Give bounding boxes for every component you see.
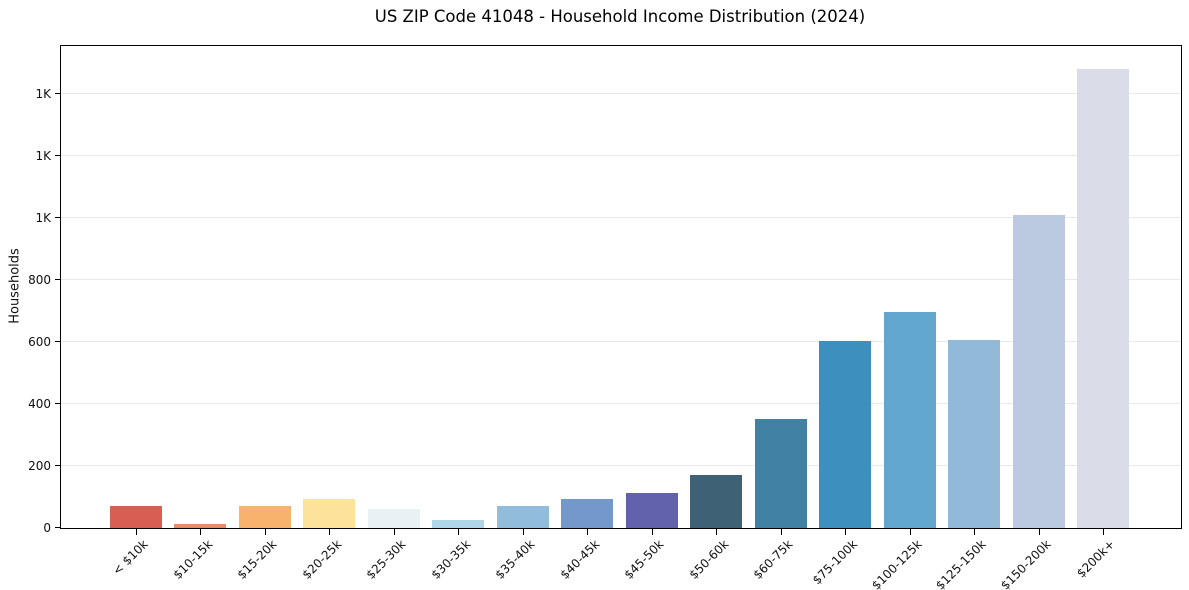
x-tick-mark bbox=[716, 529, 718, 535]
x-tick-mark bbox=[974, 529, 976, 535]
gridline bbox=[61, 340, 1181, 342]
y-tick-mark bbox=[55, 402, 60, 404]
x-tick-mark bbox=[651, 529, 653, 535]
x-tick-mark bbox=[393, 529, 395, 535]
bar bbox=[238, 506, 291, 528]
y-tick-mark bbox=[55, 340, 60, 342]
x-tick-label-text: $10-15k bbox=[170, 537, 216, 582]
x-tick-label-text: $30-35k bbox=[428, 537, 474, 582]
x-tick-mark bbox=[458, 529, 460, 535]
y-tick-label: 600 bbox=[28, 334, 51, 349]
bar bbox=[1012, 214, 1065, 528]
x-tick-label-text: $100-125k bbox=[868, 537, 925, 590]
chart-title: US ZIP Code 41048 - Household Income Dis… bbox=[374, 7, 866, 26]
bar bbox=[367, 508, 420, 528]
x-tick-mark bbox=[909, 529, 911, 535]
bar bbox=[948, 339, 1001, 528]
bar bbox=[432, 520, 485, 528]
y-tick-label: 800 bbox=[28, 272, 51, 287]
gridline bbox=[61, 278, 1181, 280]
x-tick-mark bbox=[136, 529, 137, 535]
gridline bbox=[61, 402, 1181, 404]
y-tick-mark bbox=[55, 154, 60, 156]
x-tick-label-text: $200k+ bbox=[1074, 537, 1118, 581]
y-tick-label: 1K bbox=[35, 86, 51, 101]
bar bbox=[690, 475, 743, 528]
bar bbox=[303, 498, 356, 528]
x-tick-label-text: $20-25k bbox=[299, 537, 345, 582]
x-tick-label-text: $150-200k bbox=[997, 537, 1054, 590]
x-tick-label-text: $25-30k bbox=[363, 537, 409, 582]
gridline bbox=[61, 154, 1181, 156]
x-tick-label-text: $45-50k bbox=[621, 537, 667, 582]
x-tick-mark bbox=[1103, 529, 1104, 535]
y-tick-label: 1K bbox=[35, 210, 51, 225]
bar bbox=[625, 493, 678, 528]
x-tick-mark bbox=[780, 529, 782, 535]
x-tick-label-text: $75-100k bbox=[809, 537, 861, 588]
x-tick-label-text: $60-75k bbox=[750, 537, 796, 582]
x-tick-label-text: $15-20k bbox=[234, 537, 280, 582]
y-tick-label: 400 bbox=[28, 396, 51, 411]
x-tick-mark bbox=[329, 529, 331, 535]
bar bbox=[561, 498, 614, 528]
x-tick-label-text: $35-40k bbox=[492, 537, 538, 582]
x-tick-mark bbox=[845, 529, 847, 535]
x-tick-mark bbox=[264, 529, 266, 535]
y-tick-label: 1K bbox=[35, 148, 51, 163]
y-tick-mark bbox=[55, 464, 60, 466]
bar bbox=[496, 506, 549, 528]
bar bbox=[174, 523, 227, 528]
bar bbox=[1077, 68, 1129, 528]
bar bbox=[883, 312, 936, 528]
x-tick-mark bbox=[1038, 529, 1040, 535]
x-tick-label-text: $125-150k bbox=[933, 537, 989, 590]
bar bbox=[110, 506, 162, 528]
y-tick-label: 200 bbox=[28, 458, 51, 473]
x-tick-mark bbox=[587, 529, 589, 535]
gridline bbox=[61, 216, 1181, 218]
y-tick-mark bbox=[55, 527, 60, 528]
gridline bbox=[61, 92, 1181, 94]
x-tick-label-text: < $10k bbox=[110, 537, 151, 578]
y-tick-mark bbox=[55, 216, 60, 218]
y-tick-mark bbox=[55, 92, 60, 94]
x-tick-mark bbox=[200, 529, 202, 535]
y-tick-label: 0 bbox=[43, 521, 51, 535]
x-tick-label-text: $50-60k bbox=[686, 537, 732, 582]
y-tick-mark bbox=[55, 278, 60, 280]
plot-area: 0 200 400 600 800 1K 1K 1K < $10k $10-15k $15-20k $… bbox=[28, 45, 1182, 590]
gridline bbox=[61, 464, 1181, 466]
bar bbox=[754, 419, 807, 528]
x-tick-label-text: $40-45k bbox=[557, 537, 603, 582]
x-tick-mark bbox=[522, 529, 524, 535]
bar bbox=[819, 340, 872, 528]
